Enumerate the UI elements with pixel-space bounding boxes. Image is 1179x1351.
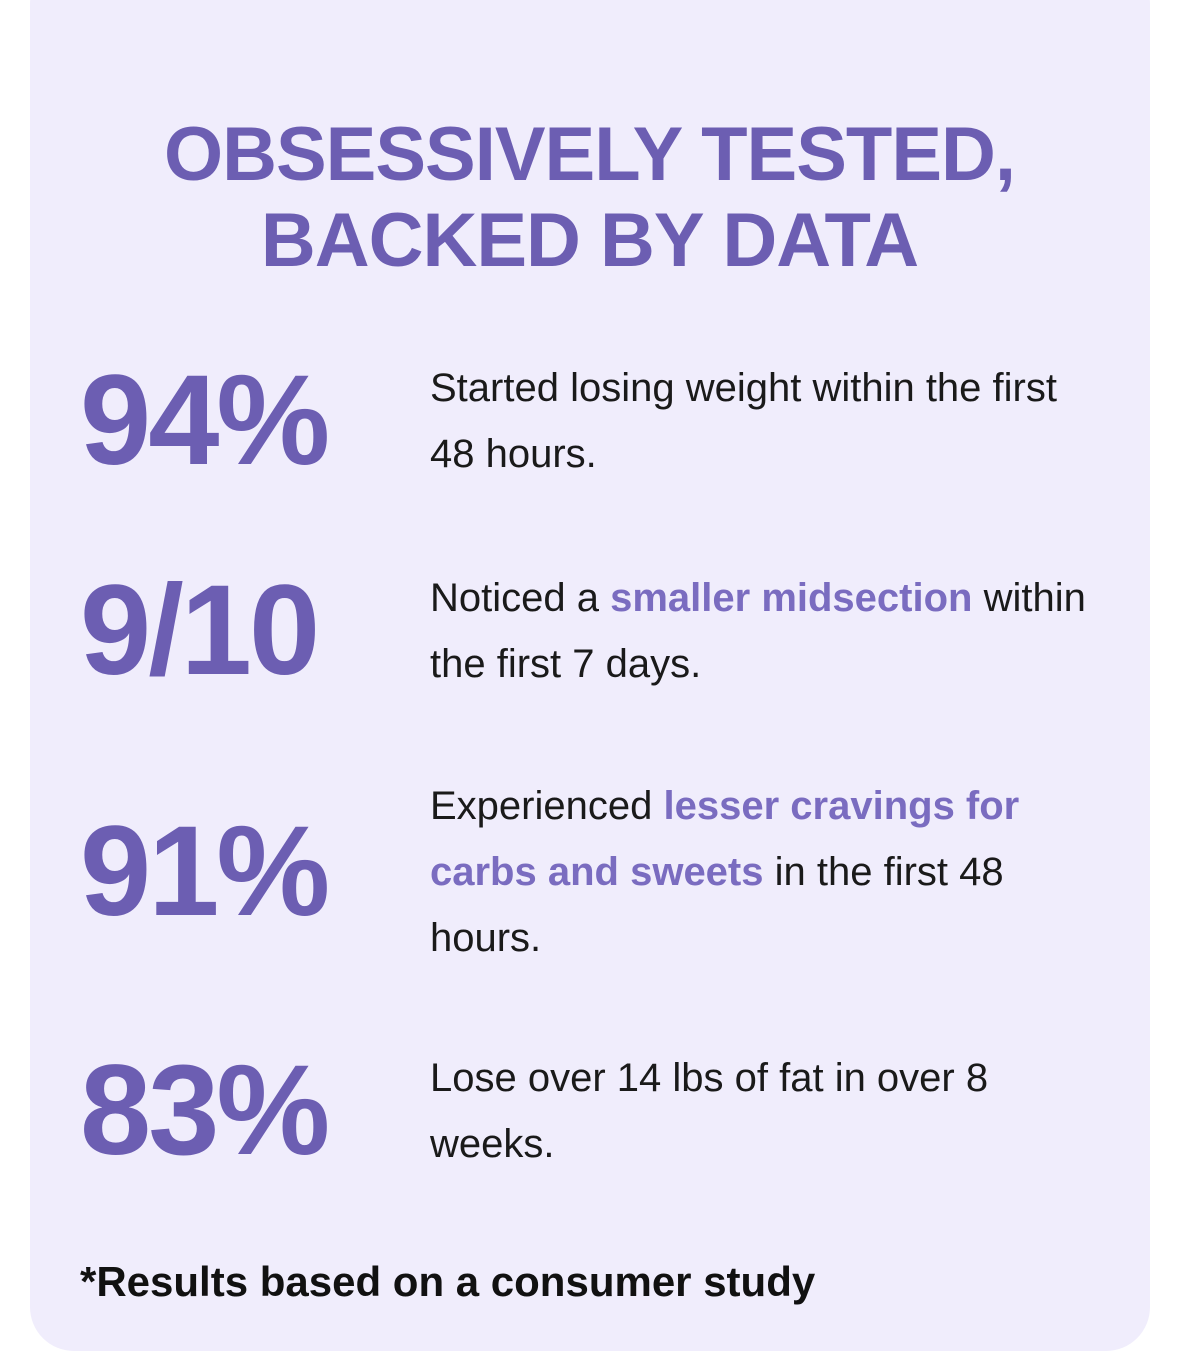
text: Lose over 14 lbs of fat in over 8 weeks.: [430, 1056, 989, 1166]
highlight-text: lesser cravings for carbs and sweets: [430, 784, 1020, 894]
stat-value: 94%: [80, 349, 330, 492]
title-line: BACKED BY DATA: [260, 198, 919, 283]
title-line: OBSESSIVELY TESTED,: [163, 112, 1016, 197]
stat-row: 94% Started losing weight within the firs…: [80, 355, 1140, 487]
stat-row: 91% Experienced lesser cravings for carbs…: [80, 773, 1140, 971]
title: OBSESSIVELY TESTED, BACKED BY DATA: [0, 112, 1179, 284]
stat-row: 9/10 Noticed a smaller midsection within …: [80, 565, 1140, 697]
stat-value: 91%: [80, 800, 330, 943]
text: within the first 7 days.: [430, 576, 1086, 686]
text: Started losing weight within the first 4…: [430, 366, 1057, 476]
stat-description: Lose over 14 lbs of fat in over 8 weeks.: [430, 1045, 1110, 1177]
stat-description: Noticed a smaller midsection within the …: [430, 565, 1110, 697]
text: Noticed a: [430, 576, 599, 620]
highlight-text: smaller midsection: [610, 576, 973, 620]
text: Experienced: [430, 784, 653, 828]
card: [30, 0, 1150, 1351]
text: in the first 48 hours.: [430, 850, 1004, 960]
stat-description: Experienced lesser cravings for carbs an…: [430, 773, 1110, 971]
stat-value: 9/10: [80, 559, 320, 702]
stat-row: 83% Lose over 14 lbs of fat in over 8 wee…: [80, 1045, 1140, 1177]
stat-value: 83%: [80, 1039, 330, 1182]
stat-description: Started losing weight within the first 4…: [430, 355, 1110, 487]
footnote: *Results based on a consumer study: [80, 1258, 816, 1305]
